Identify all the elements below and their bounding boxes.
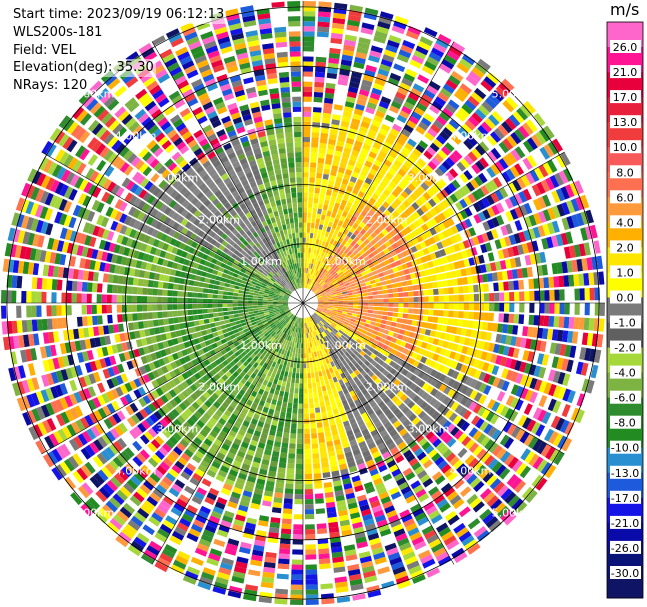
colorbar-tick-label: 17.0 bbox=[613, 91, 638, 104]
colorbar-tick-bg bbox=[610, 215, 641, 229]
radar-gates bbox=[1, 1, 605, 605]
range-ring-label: 2.00km bbox=[199, 213, 241, 226]
range-ring-label: 3.00km bbox=[157, 171, 199, 184]
azimuth-spoke bbox=[302, 302, 565, 455]
range-ring-label: 2.00km bbox=[366, 381, 408, 394]
range-ring-label: 4.00km bbox=[450, 130, 492, 143]
azimuth-spoke bbox=[41, 302, 304, 455]
colorbar-tick-bg bbox=[610, 340, 641, 354]
range-ring-label: 4.00km bbox=[115, 465, 157, 478]
colorbar-tick-bg bbox=[610, 365, 641, 379]
colorbar-tick-bg bbox=[610, 540, 641, 554]
colorbar-tick-bg bbox=[610, 315, 641, 329]
colorbar-tick-label: 26.0 bbox=[613, 41, 638, 54]
colorbar-tick-bg bbox=[610, 240, 641, 254]
colorbar-tick-bg bbox=[610, 515, 641, 529]
range-ring-label: 1.00km bbox=[240, 255, 282, 268]
colorbar-tick-label: 0.0 bbox=[616, 292, 634, 305]
colorbar-tick-label: 8.0 bbox=[616, 166, 634, 179]
colorbar-tick-bg bbox=[610, 390, 641, 404]
colorbar-tick-bg bbox=[610, 265, 641, 279]
colorbar-tick-bg bbox=[610, 415, 641, 429]
colorbar-tick-label: -8.0 bbox=[614, 417, 635, 430]
colorbar-title: m/s bbox=[610, 0, 640, 19]
colorbar-tick-bg bbox=[610, 566, 641, 579]
range-ring-label: 3.00km bbox=[408, 423, 450, 436]
range-ring-label: 1.00km bbox=[324, 339, 366, 352]
colorbar-tick-bg bbox=[610, 90, 641, 104]
colorbar-tick-label: 1.0 bbox=[616, 266, 634, 279]
range-ring-label: 3.00km bbox=[408, 171, 450, 184]
colorbar-tick-bg bbox=[610, 115, 641, 129]
colorbar-tick-label: 13.0 bbox=[613, 116, 638, 129]
colorbar-tick-label: 2.0 bbox=[616, 241, 634, 254]
colorbar: 26.0 21.0 17.0 13.0 10.0 8.0 6.0 4.0 2.0 1.0 0.0 -1… bbox=[606, 21, 644, 599]
colorbar-tick-label: 4.0 bbox=[616, 216, 634, 229]
azimuth-spoke bbox=[151, 41, 304, 304]
colorbar-tick-bg bbox=[610, 140, 641, 154]
colorbar-tick-label: -6.0 bbox=[614, 392, 635, 405]
colorbar-tick-label: -10.0 bbox=[611, 442, 639, 455]
colorbar-tick-bg bbox=[610, 65, 641, 79]
colorbar-tick-label: -26.0 bbox=[611, 542, 639, 555]
colorbar-tick-bg bbox=[610, 40, 641, 53]
colorbar-tick-label: -17.0 bbox=[611, 492, 639, 505]
colorbar-tick-label: -30.0 bbox=[611, 567, 639, 580]
colorbar-tick-label: -1.0 bbox=[614, 317, 635, 330]
colorbar-tick-label: -21.0 bbox=[611, 517, 639, 530]
range-ring-label: 1.00km bbox=[240, 339, 282, 352]
range-ring-label: 1.00km bbox=[324, 255, 366, 268]
colorbar-frame bbox=[606, 21, 644, 599]
azimuth-spoke bbox=[302, 302, 455, 565]
range-ring-label: 5.00km bbox=[492, 506, 534, 519]
colorbar-tick-bg bbox=[610, 190, 641, 204]
azimuth-spoke bbox=[41, 151, 304, 304]
azimuth-spoke bbox=[151, 302, 304, 565]
colorbar-tick-bg bbox=[610, 490, 641, 504]
range-ring-label: 2.00km bbox=[366, 213, 408, 226]
range-ring-label: 3.00km bbox=[157, 423, 199, 436]
range-ring-label: 5.00km bbox=[73, 88, 115, 101]
range-ring-label: 5.00km bbox=[492, 88, 534, 101]
colorbar-tick-label: -2.0 bbox=[614, 342, 635, 355]
azimuth-spoke bbox=[302, 151, 565, 304]
colorbar-tick-bg bbox=[610, 465, 641, 479]
colorbar-tick-label: -4.0 bbox=[614, 367, 635, 380]
colorbar-tick-label: 21.0 bbox=[613, 66, 638, 79]
colorbar-tick-bg bbox=[610, 165, 641, 179]
colorbar-tick-label: -13.0 bbox=[611, 467, 639, 480]
azimuth-spoke bbox=[302, 41, 455, 304]
colorbar-tick-label: 10.0 bbox=[613, 141, 638, 154]
range-ring-label: 2.00km bbox=[199, 381, 241, 394]
colorbar-tick-label: 6.0 bbox=[616, 191, 634, 204]
range-ring-labels: 1.00km 1.00km 1.00km 1.00km 2.00km 2.00km 2.00… bbox=[73, 88, 533, 520]
range-ring-label: 4.00km bbox=[115, 130, 157, 143]
range-ring-label: 4.00km bbox=[450, 465, 492, 478]
colorbar-tick-bg bbox=[610, 290, 641, 304]
range-ring-label: 5.00km bbox=[73, 506, 115, 519]
range-rings bbox=[1, 1, 605, 605]
colorbar-tick-bg bbox=[610, 440, 641, 454]
